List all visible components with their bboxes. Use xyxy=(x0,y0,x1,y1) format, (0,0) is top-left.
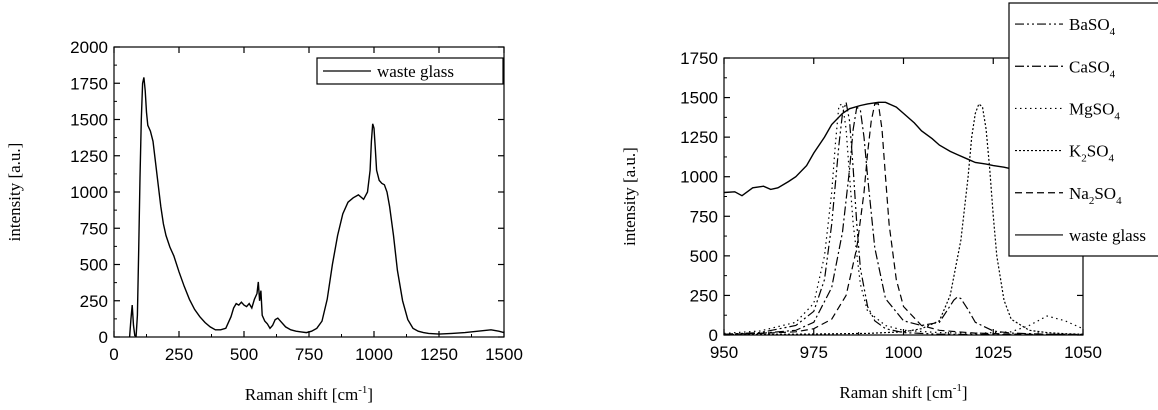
y-tick-label: 750 xyxy=(690,207,718,226)
y-tick-label: 2000 xyxy=(70,38,108,57)
x-tick-label: 0 xyxy=(109,345,118,364)
legend-label: waste glass xyxy=(377,62,454,81)
x-tick-label: 975 xyxy=(800,343,828,362)
series-line-mgso xyxy=(724,103,1083,335)
y-tick-label: 1750 xyxy=(680,49,718,68)
x-tick-label: 750 xyxy=(295,345,323,364)
x-tick-label: 1000 xyxy=(355,345,393,364)
y-tick-label: 500 xyxy=(80,256,108,275)
y-tick-label: 1000 xyxy=(70,183,108,202)
chart-right: 950 975 1000 1025 1050 0 250 500 750 1000 1250 1500… xyxy=(620,2,1158,402)
x-axis-title: Raman shift [cm-1] xyxy=(245,384,373,404)
series-group xyxy=(724,101,1083,335)
legend-label: BaSO4 xyxy=(1069,15,1116,38)
legend: waste glass xyxy=(316,57,504,85)
y-tick-label: 250 xyxy=(690,286,718,305)
y-tick-label: 1750 xyxy=(70,74,108,93)
legend-label: MgSO4 xyxy=(1069,99,1120,122)
x-tick-label: 950 xyxy=(710,343,738,362)
legend-label: K2SO4 xyxy=(1069,142,1115,165)
legend-label: Na2SO4 xyxy=(1069,184,1122,207)
legend-label: CaSO4 xyxy=(1069,57,1116,80)
x-tick-label: 1000 xyxy=(885,343,923,362)
x-axis-title: Raman shift [cm-1] xyxy=(839,382,967,402)
y-axis-title: intensity [a.u.] xyxy=(5,143,24,242)
y-tick-label: 750 xyxy=(80,219,108,238)
legend-label: waste glass xyxy=(1069,226,1146,245)
series-line-waste-glass xyxy=(128,77,504,337)
x-tick-label: 1500 xyxy=(485,345,523,364)
x-tick-label: 1050 xyxy=(1064,343,1102,362)
y-tick-label: 1500 xyxy=(70,111,108,130)
y-tick-label: 1000 xyxy=(680,168,718,187)
y-tick-label: 1500 xyxy=(680,89,718,108)
y-tick-label: 1250 xyxy=(70,147,108,166)
series-group xyxy=(128,77,504,337)
y-tick-label: 250 xyxy=(80,292,108,311)
x-tick-label: 1025 xyxy=(974,343,1012,362)
y-axis-title: intensity [a.u.] xyxy=(620,147,639,246)
y-tick-label: 500 xyxy=(690,247,718,266)
x-tick-label: 1250 xyxy=(420,345,458,364)
series-line-caso xyxy=(724,105,1083,335)
y-tick-label: 1250 xyxy=(680,128,718,147)
legend-box xyxy=(1008,2,1158,257)
y-tick-label: 0 xyxy=(99,328,108,347)
legend: BaSO4 CaSO4 MgSO4 K2SO4 Na2SO4 waste glass xyxy=(1008,2,1158,257)
x-tick-label: 500 xyxy=(230,345,258,364)
series-line-naso xyxy=(724,103,1083,335)
plot-frame xyxy=(113,46,505,338)
series-line-kso xyxy=(724,102,1083,335)
x-tick-label: 250 xyxy=(165,345,193,364)
y-tick-label: 0 xyxy=(709,326,718,345)
series-line-baso xyxy=(724,102,1083,335)
chart-left: 0 250 500 750 1000 1250 1500 0 250 500 750 1000 1250… xyxy=(5,38,523,404)
